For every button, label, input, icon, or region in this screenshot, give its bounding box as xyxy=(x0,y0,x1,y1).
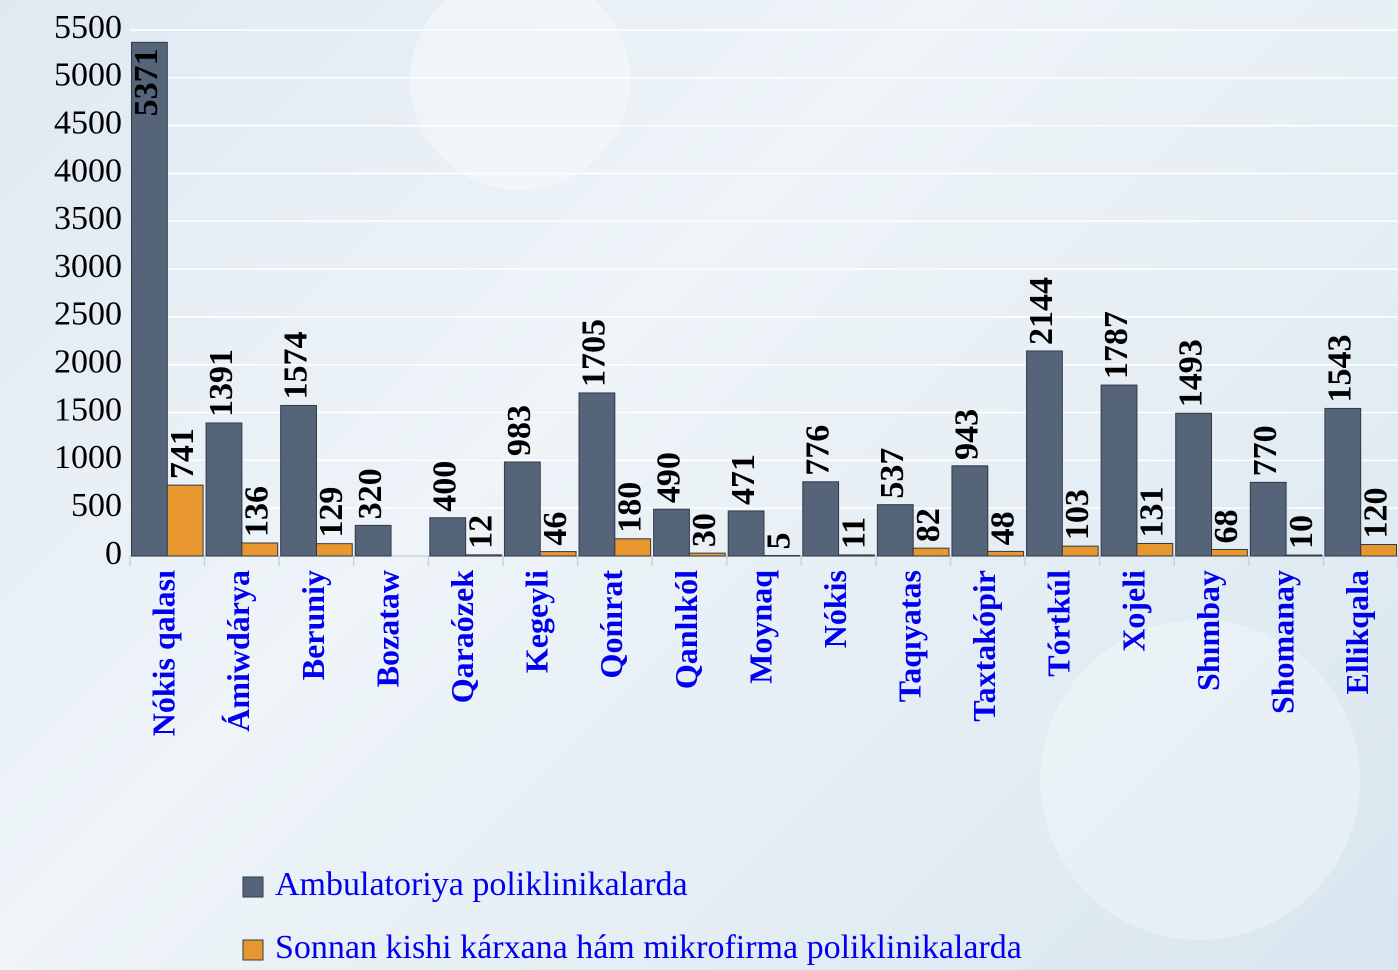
data-label: 129 xyxy=(313,487,350,538)
bar xyxy=(1250,482,1286,556)
x-tick-label: Kegeyli xyxy=(519,570,555,673)
data-label: 983 xyxy=(501,405,538,456)
data-label: 48 xyxy=(984,511,1021,545)
legend-marker xyxy=(243,940,263,960)
data-label: 131 xyxy=(1134,486,1171,537)
x-tick-label: Shımbay xyxy=(1190,570,1226,691)
bar xyxy=(316,544,352,556)
bar xyxy=(1101,385,1137,556)
y-tick-label: 3000 xyxy=(54,248,122,285)
y-tick-label: 1500 xyxy=(54,391,122,428)
data-label: 10 xyxy=(1283,515,1320,549)
x-tick-label: Shomanay xyxy=(1264,570,1300,714)
y-tick-label: 3500 xyxy=(54,200,122,237)
y-tick-label: 4500 xyxy=(54,104,122,141)
data-label: 5371 xyxy=(128,48,165,116)
legend-label: Ambulatoriya poliklinikalarda xyxy=(275,866,688,903)
data-label: 943 xyxy=(949,409,986,460)
x-tick-label: Ámiwdárya xyxy=(220,570,256,732)
data-label: 770 xyxy=(1247,425,1284,476)
x-tick-label: Xojeli xyxy=(1115,570,1151,652)
data-label: 741 xyxy=(164,428,201,479)
bar xyxy=(242,543,278,556)
data-label: 180 xyxy=(612,482,649,533)
y-tick-label: 2000 xyxy=(54,344,122,381)
bar xyxy=(1062,546,1098,556)
bar xyxy=(466,555,502,556)
data-label: 1493 xyxy=(1172,339,1209,407)
x-tick-label: Qanlıkól xyxy=(668,570,704,689)
data-label: 2144 xyxy=(1023,277,1060,345)
data-label: 776 xyxy=(799,425,836,476)
bar xyxy=(504,462,540,556)
data-label: 82 xyxy=(910,508,947,542)
bar xyxy=(839,555,875,556)
data-label: 537 xyxy=(874,448,911,499)
x-tick-label: Qońırat xyxy=(593,570,629,679)
x-tick-label: Nókis xyxy=(817,570,853,648)
bar xyxy=(728,511,764,556)
bar xyxy=(1176,413,1212,556)
bar xyxy=(913,548,949,556)
x-tick-label: Nókis qalası xyxy=(146,570,182,736)
bar xyxy=(877,505,913,556)
data-label: 1787 xyxy=(1098,311,1135,379)
data-label: 471 xyxy=(725,454,762,505)
bar xyxy=(131,42,167,556)
bar xyxy=(803,482,839,556)
bar xyxy=(281,405,317,556)
bar xyxy=(579,393,615,556)
bar xyxy=(689,553,725,556)
bar xyxy=(952,466,988,556)
bar xyxy=(1137,543,1173,556)
data-label: 11 xyxy=(835,517,872,549)
data-label: 490 xyxy=(650,452,687,503)
data-label: 1543 xyxy=(1322,334,1359,402)
y-tick-label: 500 xyxy=(71,487,122,524)
data-label: 12 xyxy=(462,515,499,549)
data-label: 5 xyxy=(761,533,798,550)
x-tick-label: Moynaq xyxy=(742,570,778,684)
bar xyxy=(167,485,203,556)
bar xyxy=(1286,555,1322,556)
y-tick-label: 0 xyxy=(105,535,122,572)
data-label: 1705 xyxy=(576,319,613,387)
chart: 0 500 1000 1500 2000 2500 3000 3500 4000 4500 5000… xyxy=(0,0,1398,970)
data-label: 1391 xyxy=(203,349,240,417)
legend-label: Sonnan kishi kárxana hám mikrofirma poli… xyxy=(275,929,1022,966)
y-tick-label: 5500 xyxy=(54,9,122,46)
x-tick-label: Tórtkúl xyxy=(1041,570,1077,677)
bar xyxy=(1361,545,1397,556)
bar xyxy=(988,551,1024,556)
data-label: 103 xyxy=(1059,489,1096,540)
x-tick-label: Taqıyatas xyxy=(892,570,928,702)
bar xyxy=(654,509,690,556)
bar xyxy=(540,552,576,556)
y-tick-label: 1000 xyxy=(54,439,122,476)
bar xyxy=(615,539,651,556)
y-tick-label: 2500 xyxy=(54,296,122,333)
y-tick-label: 4000 xyxy=(54,152,122,189)
bar xyxy=(355,525,391,556)
x-tick-label: Taxtakópir xyxy=(966,570,1002,722)
legend-marker xyxy=(243,877,263,897)
data-label: 30 xyxy=(686,513,723,547)
data-label: 46 xyxy=(537,512,574,546)
data-label: 1574 xyxy=(277,331,314,399)
x-tick-label: Ellikqala xyxy=(1339,570,1375,695)
x-tick-label: Qaraózek xyxy=(444,570,480,704)
bar xyxy=(430,518,466,556)
bar xyxy=(1027,351,1063,556)
bar xyxy=(206,423,242,556)
x-tick-label: Bozataw xyxy=(369,570,405,687)
bar xyxy=(1212,549,1248,556)
data-label: 68 xyxy=(1208,509,1245,543)
x-tick-label: Beruniy xyxy=(295,570,331,680)
data-label: 320 xyxy=(352,468,389,519)
data-label: 136 xyxy=(239,486,276,537)
y-tick-label: 5000 xyxy=(54,57,122,94)
data-label: 400 xyxy=(427,461,464,512)
data-label: 120 xyxy=(1357,488,1394,539)
bar xyxy=(1325,408,1361,556)
